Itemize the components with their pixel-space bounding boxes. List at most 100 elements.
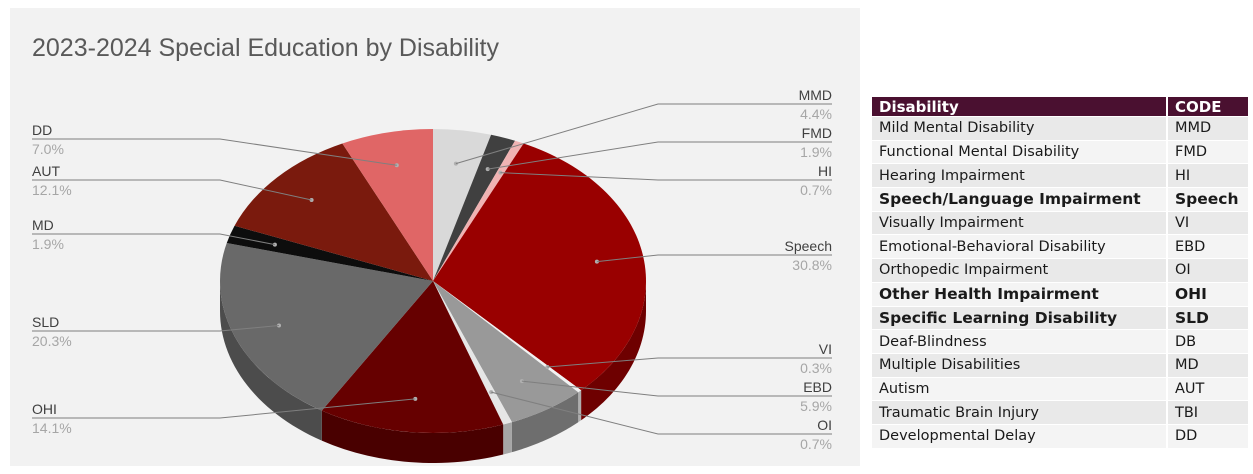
disability-code-cell: AUT: [1167, 376, 1248, 401]
leader-line: [455, 103, 832, 165]
disability-name-cell: Multiple Disabilities: [872, 352, 1168, 378]
disability-name-cell: Deaf-Blindness: [872, 329, 1168, 354]
slice-percent-label: 30.8%: [792, 257, 832, 273]
table-row: Hearing Impairment HI: [872, 163, 1248, 188]
slice-label: MD: [32, 217, 54, 233]
disability-code-cell: HI: [1167, 163, 1248, 188]
disability-name-cell: Traumatic Brain Injury: [872, 400, 1168, 425]
leader-line: [32, 398, 416, 419]
slice-percent-label: 14.1%: [32, 420, 72, 436]
pie-side-sld: [220, 281, 322, 441]
slice-label: OHI: [32, 401, 57, 417]
table-row: Speech/Language Impairment Speech: [872, 187, 1248, 212]
slice-label: AUT: [32, 163, 60, 179]
table-row: Orthopedic Impairment OI: [872, 258, 1248, 283]
pie-side-ohi: [321, 410, 504, 463]
pie-side-vi: [578, 390, 582, 423]
table-row: Emotional-Behavioral Disability EBD: [872, 234, 1248, 259]
disability-code-cell: MD: [1167, 352, 1248, 378]
pie-slice-hi: [433, 140, 524, 281]
slice-label: EBD: [803, 379, 832, 395]
table-row: Specific Learning Disability SLD: [872, 305, 1248, 330]
pie-slice-sld: [220, 243, 433, 411]
table-row: Multiple Disabilities MD: [872, 352, 1248, 378]
table-row: Mild Mental Disability MMD: [872, 116, 1248, 141]
disability-name-cell: Hearing Impairment: [872, 163, 1168, 188]
pie-slice-ohi: [321, 281, 504, 433]
slice-label: HI: [818, 163, 832, 179]
pie-chart: 2023-2024 Special Education by Disabilit…: [32, 34, 832, 463]
table-header-row: Disability CODE: [872, 97, 1248, 117]
slice-label: VI: [819, 341, 832, 357]
pie-side-ebd: [511, 392, 579, 453]
disability-code-cell: OI: [1167, 258, 1248, 283]
disability-name-cell: Autism: [872, 376, 1168, 401]
slice-percent-label: 0.3%: [800, 360, 832, 376]
slice-percent-label: 12.1%: [32, 182, 72, 198]
slice-percent-label: 0.7%: [800, 436, 832, 452]
pie-slice-mmd: [433, 129, 492, 281]
pie-slice-md: [226, 225, 433, 281]
disability-code-cell: DB: [1167, 329, 1248, 354]
table-row: Deaf-Blindness DB: [872, 329, 1248, 354]
pie-labels: MMD 4.4% FMD 1.9% HI 0.7% Speech 30.8% VI 0.3% EBD…: [32, 87, 832, 452]
leader-line: [547, 357, 832, 368]
slice-label: OI: [817, 417, 832, 433]
disability-code-cell: FMD: [1167, 139, 1248, 164]
leader-line: [491, 391, 832, 435]
pie-slice-ebd: [433, 281, 579, 423]
disability-code-cell: VI: [1167, 210, 1248, 235]
disability-name-cell: Emotional-Behavioral Disability: [872, 234, 1168, 259]
disability-name-cell: Developmental Delay: [872, 423, 1168, 448]
table-row: Autism AUT: [872, 376, 1248, 401]
table-row: Other Health Impairment OHI: [872, 281, 1248, 306]
slice-label: DD: [32, 122, 52, 138]
slice-label: MMD: [799, 87, 832, 103]
disability-code-cell: TBI: [1167, 400, 1248, 425]
disability-name-cell: Other Health Impairment: [872, 281, 1168, 306]
disability-name-cell: Functional Mental Disability: [872, 139, 1168, 164]
header-disability: Disability: [872, 97, 1168, 117]
pie-side-speech: [581, 281, 646, 421]
table-row: Visually Impairment VI: [872, 210, 1248, 235]
chart-panel: 2023-2024 Special Education by Disabilit…: [10, 8, 860, 466]
leader-line: [596, 254, 832, 263]
disability-name-cell: Visually Impairment: [872, 210, 1168, 235]
table-row: Traumatic Brain Injury TBI: [872, 400, 1248, 425]
disability-code-cell: MMD: [1167, 116, 1248, 141]
leader-line: [487, 141, 832, 170]
pie-side-oi: [503, 422, 512, 455]
chart-title: 2023-2024 Special Education by Disabilit…: [32, 34, 499, 62]
disability-code-table: Disability CODE Mild Mental Disability MM…: [872, 97, 1248, 448]
slice-percent-label: 20.3%: [32, 333, 72, 349]
slice-percent-label: 0.7%: [800, 182, 832, 198]
slice-label: Speech: [785, 238, 832, 254]
leader-line: [32, 179, 312, 201]
disability-code-cell: Speech: [1167, 187, 1248, 212]
slice-percent-label: 4.4%: [800, 106, 832, 122]
disability-name-cell: Specific Learning Disability: [872, 305, 1168, 330]
leader-line: [32, 233, 275, 246]
pie-slice-aut: [234, 143, 433, 281]
table-row: Developmental Delay DD: [872, 423, 1248, 448]
disability-code-cell: OHI: [1167, 281, 1248, 306]
leader-line: [500, 172, 832, 181]
disability-code-cell: EBD: [1167, 234, 1248, 259]
leader-line: [32, 325, 280, 332]
disability-code-cell: SLD: [1167, 305, 1248, 330]
pie-slice-dd: [342, 129, 433, 281]
leader-line: [521, 380, 832, 397]
slice-percent-label: 7.0%: [32, 141, 64, 157]
leader-line: [32, 138, 397, 166]
disability-name-cell: Orthopedic Impairment: [872, 258, 1168, 283]
slice-percent-label: 1.9%: [32, 236, 64, 252]
table-row: Functional Mental Disability FMD: [872, 139, 1248, 164]
disability-code-cell: DD: [1167, 423, 1248, 448]
slice-percent-label: 1.9%: [800, 144, 832, 160]
pie-slice-fmd: [433, 134, 516, 281]
pie-sides: [220, 281, 646, 463]
pie-tops: [220, 129, 647, 433]
slice-label: SLD: [32, 314, 59, 330]
pie-slice-vi: [433, 281, 582, 393]
disability-name-cell: Mild Mental Disability: [872, 116, 1168, 141]
